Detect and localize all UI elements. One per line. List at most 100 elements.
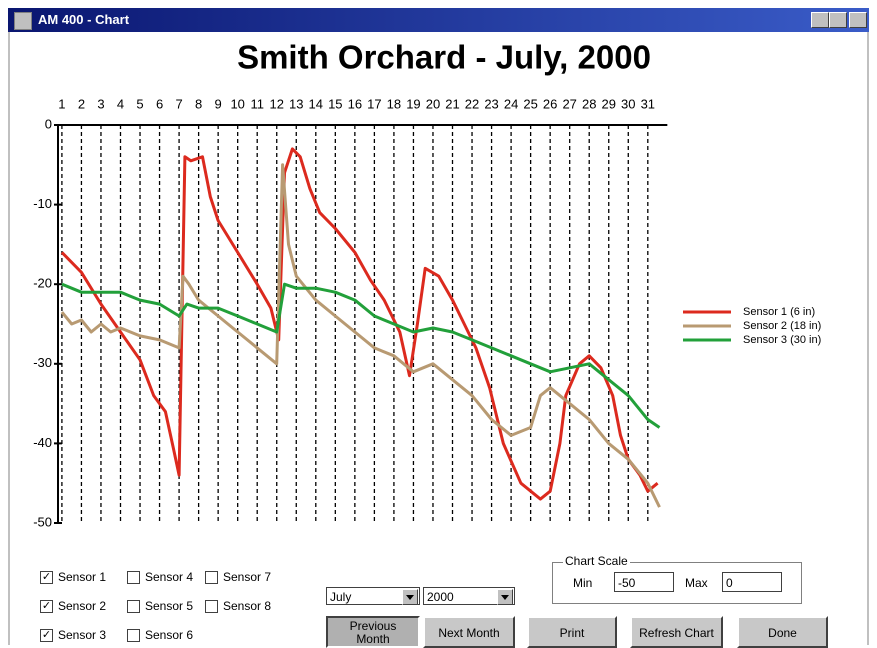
button-label: Print [559,626,585,640]
button[interactable]: Refresh Chart [630,616,723,648]
x-tick-label: 27 [562,96,576,111]
maximize-button[interactable] [829,12,847,28]
sensor-line [61,282,661,429]
title-bar: AM 400 - Chart [8,8,869,32]
minimize-button[interactable] [811,12,829,28]
checkbox-box: ✓ [40,629,53,642]
checkbox-label: Sensor 6 [145,628,194,642]
checkbox-label: Sensor 2 [58,599,107,613]
sensor-line [60,147,659,501]
x-tick-label: 4 [117,96,124,111]
x-tick-label: 10 [230,96,244,111]
dropdown-arrow [402,589,418,605]
x-tick-label: 9 [215,96,222,111]
checkbox-box: ✓ [40,600,53,613]
y-tick-label: -20 [33,276,52,291]
x-tick-label: 18 [387,96,401,111]
x-tick-label: 7 [175,96,182,111]
max-value: 0 [726,576,733,590]
x-tick-label: 22 [465,96,479,111]
checkbox-box [205,600,218,613]
checkbox-box [205,571,218,584]
checkbox-label: Sensor 1 [58,570,107,584]
year-value: 2000 [427,590,454,604]
sensor-checkbox[interactable]: ✓ Sensor 2 [40,598,106,614]
y-tick-label: 0 [45,116,52,131]
sensor-checkbox[interactable]: Sensor 8 [205,598,271,614]
x-tick-label: 31 [641,96,655,111]
checkbox-box [127,629,140,642]
x-tick-label: 24 [504,96,518,111]
max-input[interactable]: 0 [722,572,782,592]
sensor-checkbox[interactable]: Sensor 7 [205,569,271,585]
min-value: -50 [618,576,636,590]
sensor-checkbox[interactable]: Sensor 5 [127,598,193,614]
x-tick-label: 23 [484,96,498,111]
checkbox-box: ✓ [40,571,53,584]
x-tick-label: 28 [582,96,596,111]
legend-label: Sensor 1 (6 in) [743,306,815,318]
x-tick-label: 21 [445,96,459,111]
button[interactable]: Previous Month [326,616,420,648]
button[interactable]: Next Month [423,616,515,648]
x-tick-label: 19 [406,96,420,111]
x-tick-label: 26 [543,96,557,111]
checkbox-label: Sensor 8 [223,599,272,613]
checkbox-label: Sensor 4 [145,570,194,584]
y-tick-label: -50 [33,514,52,529]
y-tick-label: -40 [33,435,52,450]
x-tick-label: 20 [426,96,440,111]
checkbox-label: Sensor 5 [145,599,194,613]
client-area [8,32,869,645]
chart-scale-group: Chart Scale Min -50 Max 0 [552,554,802,604]
x-tick-label: 25 [523,96,537,111]
sensor-checkbox[interactable]: ✓ Sensor 3 [40,627,106,643]
button[interactable]: Done [737,616,828,648]
checkbox-box [127,571,140,584]
x-tick-label: 16 [348,96,362,111]
legend-label: Sensor 3 (30 in) [743,334,821,346]
close-button[interactable] [849,12,867,28]
sensor-checkbox[interactable]: ✓ Sensor 1 [40,569,106,585]
x-tick-label: 8 [195,96,202,111]
x-tick-label: 17 [367,96,381,111]
button-label: Done [768,626,797,640]
chart-title: Smith Orchard - July, 2000 [237,39,651,76]
button[interactable]: Print [527,616,617,648]
group-title: Chart Scale [563,554,630,568]
year-select[interactable]: 2000 [423,587,515,605]
x-tick-label: 15 [328,96,342,111]
x-tick-label: 3 [97,96,104,111]
y-tick-label: -10 [33,196,52,211]
x-tick-label: 13 [289,96,303,111]
app-icon [14,12,32,30]
month-value: July [330,590,352,604]
x-tick-label: 12 [270,96,284,111]
x-tick-label: 5 [136,96,143,111]
max-label: Max [685,576,708,590]
button-label: Next Month [438,626,500,640]
sensor-checkbox[interactable]: Sensor 6 [127,627,193,643]
button-label: Previous Month [349,619,397,646]
dropdown-arrow [497,589,513,605]
checkbox-label: Sensor 7 [223,570,272,584]
checkbox-label: Sensor 3 [58,628,107,642]
x-tick-label: 1 [58,96,65,111]
x-tick-label: 6 [156,96,163,111]
x-tick-label: 14 [309,96,323,111]
x-tick-label: 11 [250,96,264,111]
legend-label: Sensor 2 (18 in) [743,320,821,332]
checkbox-box [127,600,140,613]
button-label: Refresh Chart [639,626,714,640]
x-tick-label: 2 [78,96,85,111]
chart: Smith Orchard - July, 2000 0 -10 -20 -30 -40… [33,39,821,530]
min-input[interactable]: -50 [614,572,674,592]
x-tick-label: 30 [621,96,635,111]
window-title: AM 400 - Chart [38,12,130,27]
sensor-checkbox[interactable]: Sensor 4 [127,569,193,585]
min-label: Min [573,576,593,590]
month-select[interactable]: July [326,587,420,605]
x-tick-label: 29 [602,96,616,111]
